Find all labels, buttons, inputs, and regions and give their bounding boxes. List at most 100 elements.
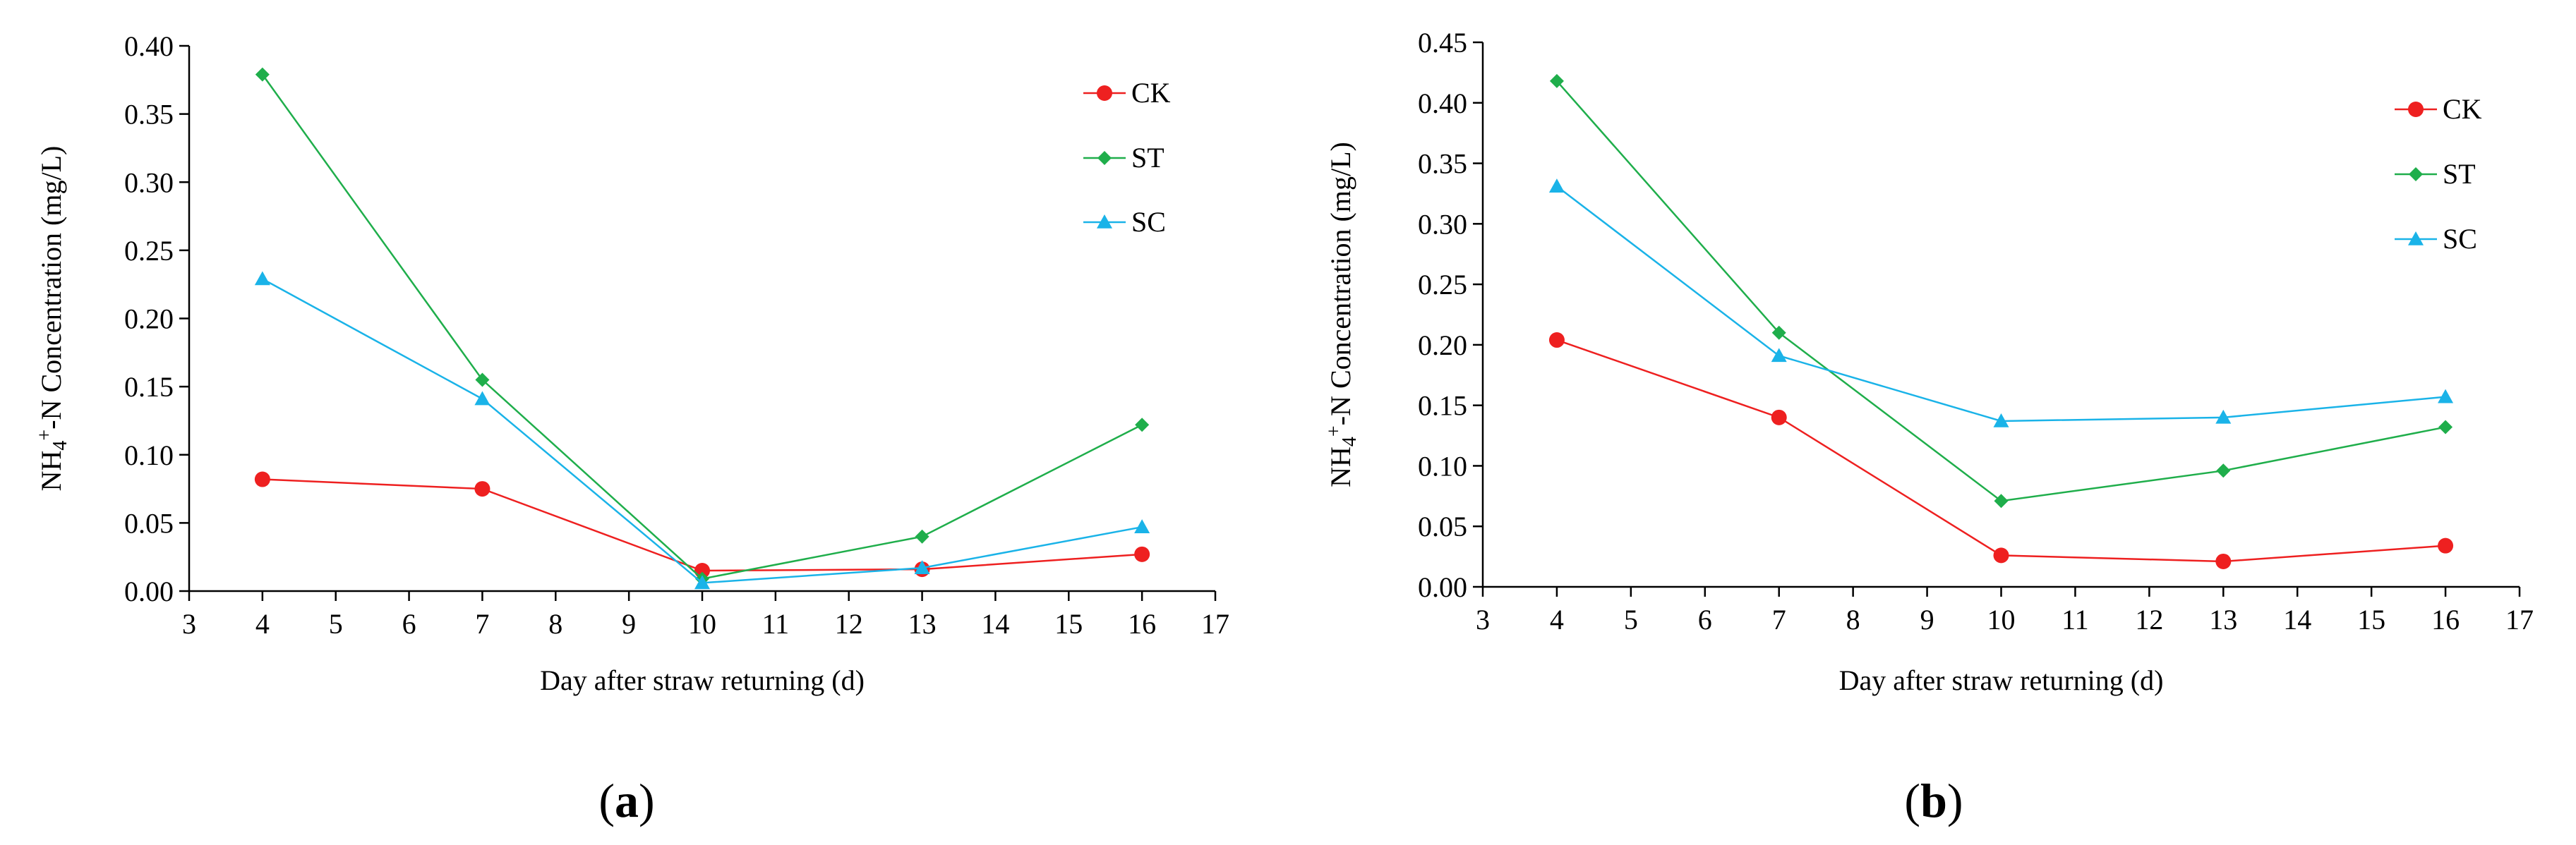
chart-b-y-tick-label: 0.35	[1418, 148, 1467, 180]
chart-b-y-tick-label: 0.05	[1418, 511, 1467, 542]
chart-a-series-line-sc	[262, 278, 1143, 584]
chart-a-point-sc	[254, 271, 270, 286]
chart-a-x-tick-label: 16	[1128, 608, 1156, 640]
chart-b-point-sc	[2438, 389, 2454, 403]
chart-b-legend-marker-st	[2409, 167, 2423, 181]
chart-b-legend-label-st: ST	[2443, 158, 2476, 190]
chart-a-y-axis-title: NH4+-N Concentration (mg/L)	[34, 146, 71, 492]
chart-b-x-tick-label: 10	[1987, 604, 2016, 636]
chart-b-panel-label: (b)	[1904, 774, 1963, 827]
chart-a-x-tick-label: 8	[548, 608, 562, 640]
chart-b-legend-label-ck: CK	[2443, 93, 2482, 125]
chart-a-x-tick-label: 12	[835, 608, 863, 640]
chart-b-point-st	[2216, 463, 2231, 478]
chart-a-x-tick-label: 5	[329, 608, 343, 640]
chart-b-x-tick-label: 7	[1772, 604, 1786, 636]
chart-b-point-ck	[1993, 547, 2009, 564]
chart-b-x-tick-label: 6	[1698, 604, 1712, 636]
chart-b-point-sc	[1993, 413, 2009, 427]
chart-b-x-tick-label: 5	[1624, 604, 1638, 636]
chart-b-point-ck	[2438, 537, 2454, 554]
chart-b-point-st	[1549, 73, 1564, 88]
chart-b-x-tick-label: 4	[1550, 604, 1564, 636]
chart-a-point-sc	[1134, 519, 1150, 533]
chart-a-point-st	[915, 529, 929, 544]
chart-a-x-tick-label: 15	[1054, 608, 1083, 640]
chart-a-legend-label-ck: CK	[1131, 77, 1171, 109]
chart-b-legend-marker-ck	[2408, 102, 2424, 117]
chart-a-point-sc	[694, 575, 710, 590]
chart-b-point-sc	[1548, 178, 1565, 193]
chart-a-legend-marker-st	[1097, 151, 1112, 165]
chart-b-point-sc	[2215, 409, 2232, 424]
chart-a-x-tick-label: 6	[402, 608, 416, 640]
chart-a-x-tick-label: 13	[908, 608, 937, 640]
chart-a-point-sc	[474, 391, 490, 406]
chart-a-y-tick-label: 0.30	[124, 166, 174, 198]
chart-b-legend-marker-sc	[2408, 231, 2424, 245]
chart-a: 0.00 0.05 0.10 0.15 0.20 0.25 0.30 0.35 0.40 3 4 5 6…	[34, 30, 1229, 827]
chart-b-y-tick-label: 0.10	[1418, 450, 1467, 482]
chart-b-point-st	[1771, 325, 1786, 340]
chart-a-point-st	[1135, 418, 1150, 432]
chart-a-y-tick-label: 0.20	[124, 303, 174, 335]
chart-a-series-line-st	[261, 73, 1143, 580]
chart-a-point-st	[475, 372, 490, 387]
chart-b-y-tick-label: 0.45	[1418, 27, 1467, 59]
chart-b-x-tick-label: 12	[2135, 604, 2163, 636]
chart-a-x-tick-label: 9	[622, 608, 636, 640]
chart-a-x-tick-label: 7	[475, 608, 489, 640]
chart-b-y-tick-label: 0.40	[1418, 87, 1467, 119]
chart-b-point-sc	[1771, 348, 1787, 363]
chart-b-x-tick-label: 9	[1920, 604, 1934, 636]
chart-a-y-tick-label: 0.35	[124, 99, 174, 130]
chart-b-x-tick-label: 8	[1846, 604, 1860, 636]
chart-b-x-tick-label: 14	[2283, 604, 2311, 636]
chart-b-y-tick-label: 0.15	[1418, 390, 1467, 422]
chart-a-point-st	[255, 67, 270, 82]
chart-a-panel-label: (a)	[598, 774, 654, 827]
chart-a-legend-marker-ck	[1097, 85, 1112, 101]
chart-b-x-tick-label: 17	[2505, 604, 2534, 636]
chart-a-point-ck	[474, 481, 490, 497]
chart-b-x-tick-label: 15	[2357, 604, 2385, 636]
chart-b-x-tick-label: 16	[2431, 604, 2460, 636]
chart-a-x-tick-label: 14	[981, 608, 1009, 640]
chart-b-x-tick-label: 13	[2209, 604, 2237, 636]
chart-b-x-axis-title: Day after straw returning (d)	[1839, 664, 2164, 696]
chart-a-legend-label-st: ST	[1131, 142, 1164, 174]
chart-b-y-tick-label: 0.20	[1418, 329, 1467, 361]
chart-b-x-tick-label: 3	[1476, 604, 1490, 636]
chart-b-series-line-st	[1555, 80, 2446, 502]
chart-b-series-line-ck	[1556, 339, 2446, 563]
chart-b-point-ck	[1548, 332, 1565, 348]
chart-b-point-ck	[1771, 409, 1787, 425]
chart-a-series-line-ck	[262, 478, 1143, 572]
chart-b-point-st	[1994, 494, 2009, 509]
chart-a-y-tick-label: 0.15	[124, 371, 174, 403]
chart-b-x-tick-label: 11	[2062, 604, 2089, 636]
chart-b-legend-label-sc: SC	[2443, 223, 2477, 255]
chart-a-x-tick-label: 3	[182, 608, 196, 640]
chart-a-point-ck	[1134, 546, 1150, 562]
chart-b-point-st	[2438, 420, 2453, 434]
chart-b-y-tick-label: 0.25	[1418, 269, 1467, 300]
chart-b-y-axis-title: NH4+-N Concentration (mg/L)	[1323, 142, 1361, 487]
chart-a-point-sc	[914, 560, 930, 574]
chart-a-y-tick-label: 0.05	[124, 507, 174, 539]
chart-b-y-tick-label: 0.30	[1418, 208, 1467, 240]
chart-a-x-tick-label: 11	[762, 608, 790, 640]
chart-a-y-tick-label: 0.10	[124, 439, 174, 471]
chart-a-x-tick-label: 10	[688, 608, 716, 640]
chart-b-point-ck	[2215, 553, 2232, 569]
chart-a-y-tick-label: 0.00	[124, 576, 174, 607]
chart-a-x-axis-title: Day after straw returning (d)	[540, 664, 865, 696]
chart-a-y-tick-label: 0.40	[124, 30, 174, 62]
chart-a-x-tick-label: 4	[255, 608, 270, 640]
chart-a-legend-label-sc: SC	[1131, 206, 1166, 238]
chart-a-legend-marker-sc	[1097, 214, 1112, 229]
chart-a-y-tick-label: 0.25	[124, 235, 174, 267]
chart-a-point-ck	[254, 471, 270, 487]
chart-b-y-tick-label: 0.00	[1418, 571, 1467, 603]
